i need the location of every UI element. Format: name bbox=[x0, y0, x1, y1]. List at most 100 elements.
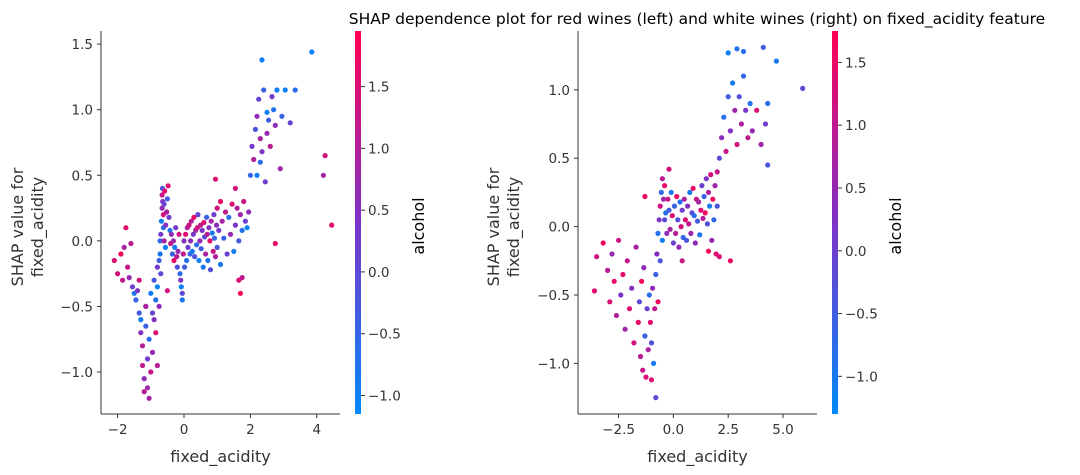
data-point bbox=[674, 193, 680, 200]
colorbar-label: alcohol bbox=[886, 197, 905, 254]
data-point bbox=[745, 135, 751, 141]
data-point bbox=[125, 264, 131, 270]
data-point bbox=[211, 212, 217, 218]
data-point bbox=[192, 254, 198, 260]
data-point bbox=[211, 235, 218, 241]
data-point bbox=[136, 277, 142, 283]
colorbar bbox=[355, 31, 361, 414]
data-point bbox=[691, 213, 697, 219]
data-point bbox=[205, 257, 211, 264]
data-point bbox=[138, 330, 144, 336]
data-point bbox=[643, 374, 649, 380]
data-point bbox=[204, 231, 210, 237]
x-tick-label: 2 bbox=[246, 422, 255, 438]
data-point bbox=[111, 257, 117, 264]
data-point bbox=[208, 218, 214, 224]
data-point bbox=[727, 258, 734, 264]
data-point bbox=[154, 284, 160, 290]
data-point bbox=[269, 94, 275, 100]
data-point bbox=[719, 135, 725, 141]
data-point bbox=[320, 172, 326, 178]
data-point bbox=[144, 356, 151, 362]
data-point bbox=[743, 107, 749, 113]
data-point bbox=[687, 189, 693, 195]
data-point bbox=[194, 242, 200, 248]
data-point bbox=[239, 275, 245, 281]
data-point bbox=[747, 100, 753, 107]
data-point bbox=[120, 277, 126, 283]
data-point bbox=[690, 185, 696, 191]
data-point bbox=[144, 385, 151, 391]
data-point bbox=[274, 87, 280, 93]
data-point bbox=[199, 227, 205, 233]
data-point bbox=[677, 199, 683, 205]
data-point bbox=[656, 217, 662, 223]
data-point bbox=[169, 251, 175, 257]
data-point bbox=[214, 244, 220, 250]
data-point bbox=[143, 303, 149, 309]
data-point bbox=[683, 237, 690, 243]
data-point bbox=[758, 141, 764, 148]
colorbar-tick-label: 1.5 bbox=[845, 55, 866, 71]
data-point bbox=[716, 155, 723, 161]
data-point bbox=[678, 224, 684, 230]
data-point bbox=[148, 369, 154, 375]
white-wines-panel: −2.5 0.0 2.5 5.0 −1.0 −0.5 0.0 0.5 1.0 fixed_acid… bbox=[484, 31, 905, 467]
data-point bbox=[765, 100, 771, 107]
data-point bbox=[153, 330, 159, 336]
data-point bbox=[591, 288, 598, 294]
y-tick-label: 0.0 bbox=[72, 234, 93, 250]
data-point bbox=[241, 198, 247, 205]
colorbar-tick-label: −0.5 bbox=[845, 307, 878, 323]
data-point bbox=[237, 212, 243, 218]
data-point bbox=[622, 326, 628, 332]
data-point bbox=[148, 290, 154, 296]
red-wines-panel: −2 0 2 4−1.0−0.50.00.51.01.5fixed_aciditySH… bbox=[8, 31, 428, 467]
data-point bbox=[259, 57, 265, 63]
data-point bbox=[626, 306, 633, 312]
data-point bbox=[247, 172, 253, 178]
data-point bbox=[640, 367, 646, 373]
data-point bbox=[212, 254, 219, 260]
data-point bbox=[146, 336, 152, 342]
data-point bbox=[652, 306, 658, 312]
data-point bbox=[287, 120, 293, 126]
data-point bbox=[141, 389, 147, 395]
data-point bbox=[647, 319, 654, 325]
data-point bbox=[631, 340, 637, 346]
y-axis-title-line1: SHAP value for bbox=[8, 167, 27, 286]
data-point bbox=[662, 217, 668, 223]
data-point bbox=[642, 193, 648, 200]
data-point bbox=[723, 148, 729, 154]
data-point bbox=[329, 222, 335, 228]
data-point bbox=[161, 238, 167, 244]
data-point bbox=[616, 237, 622, 243]
y-tick-label: 1.5 bbox=[72, 37, 93, 53]
data-point bbox=[655, 230, 661, 236]
data-point bbox=[605, 267, 611, 273]
colorbar-tick-label: −1.0 bbox=[368, 388, 401, 404]
data-point bbox=[198, 246, 204, 252]
data-point bbox=[232, 185, 238, 191]
data-point bbox=[705, 189, 712, 195]
data-point bbox=[180, 251, 186, 257]
data-point bbox=[190, 231, 196, 237]
data-point bbox=[222, 209, 229, 215]
data-point bbox=[229, 201, 235, 207]
x-tick-label: 5.0 bbox=[772, 422, 793, 438]
data-point bbox=[637, 353, 644, 360]
data-point bbox=[653, 271, 659, 278]
colorbar-label: alcohol bbox=[409, 197, 428, 254]
data-point bbox=[227, 231, 234, 237]
data-point bbox=[171, 257, 177, 264]
data-point bbox=[182, 264, 188, 270]
chart-title: SHAP dependence plot for red wines (left… bbox=[349, 10, 1045, 29]
data-point bbox=[163, 222, 169, 228]
data-point bbox=[659, 237, 666, 243]
data-point bbox=[149, 310, 156, 316]
data-point bbox=[188, 218, 194, 224]
data-point bbox=[197, 238, 203, 244]
data-point bbox=[257, 159, 263, 165]
data-point bbox=[702, 210, 708, 216]
data-point bbox=[633, 244, 639, 250]
